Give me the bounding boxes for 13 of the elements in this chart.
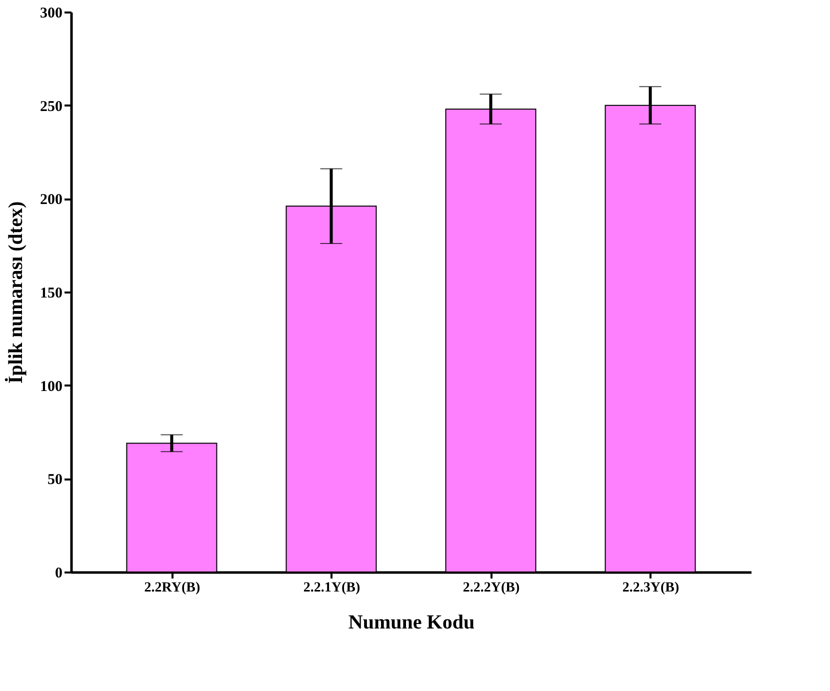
y-axis-title: İplik numarası (dtex) xyxy=(4,201,27,384)
x-tick-label: 2.2.1Y(B) xyxy=(303,580,360,596)
x-tick-label: 2.2.3Y(B) xyxy=(622,580,680,596)
y-tick-label: 100 xyxy=(40,378,62,395)
x-tick-label: 2.2RY(B) xyxy=(144,580,200,596)
y-tick-label: 300 xyxy=(40,6,62,22)
x-tick-label: 2.2.2Y(B) xyxy=(462,580,520,596)
y-tick-label: 0 xyxy=(55,566,62,582)
y-tick-label: 200 xyxy=(40,192,62,208)
y-tick-label: 250 xyxy=(40,98,62,115)
y-tick-label: 50 xyxy=(48,472,62,488)
x-axis-title: Numune Kodu xyxy=(348,612,475,634)
y-tick-label: 150 xyxy=(40,286,62,302)
